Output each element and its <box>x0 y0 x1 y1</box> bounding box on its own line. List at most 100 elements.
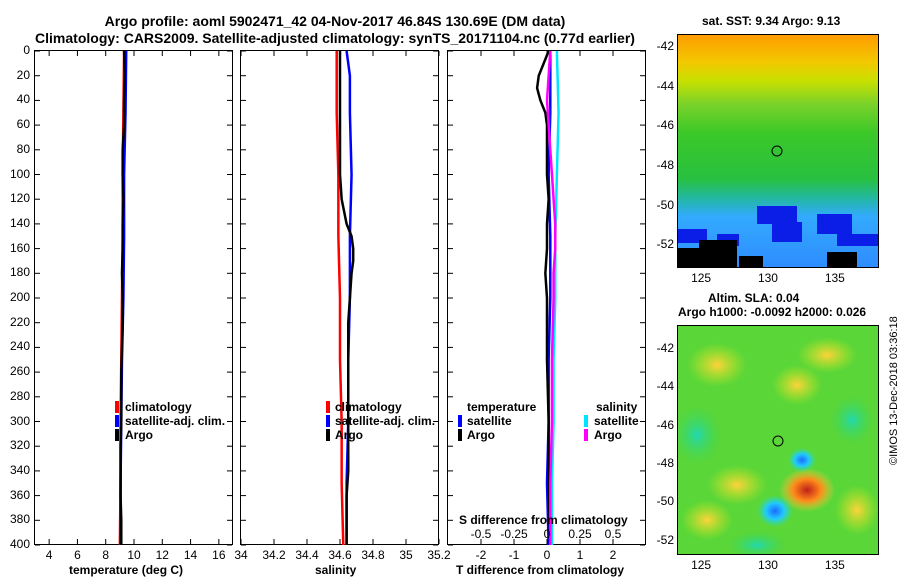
map-lat-label: -52 <box>656 237 674 252</box>
map-lat-label: -46 <box>656 417 674 432</box>
map-lat-label: -50 <box>656 494 674 509</box>
sla-argo-location <box>772 435 784 447</box>
x-tick-label: 35 <box>399 548 413 562</box>
temperature-axis-label: temperature (deg C) <box>69 563 184 577</box>
map-lat-label: -52 <box>656 532 674 547</box>
x-tick-label: 35.2 <box>427 548 451 562</box>
legend-swatch-s-argo <box>584 429 588 441</box>
series-line-argo <box>119 50 127 545</box>
x-tick-label: 12 <box>155 548 169 562</box>
s-tick-label: -0.25 <box>500 527 528 541</box>
salinity-profile-plot <box>240 50 440 546</box>
depth-tick-label: 100 <box>9 166 30 181</box>
x-tick-label: 10 <box>127 548 141 562</box>
legend-swatch-argo <box>326 429 330 441</box>
depth-tick-label: 300 <box>9 413 30 428</box>
depth-tick-label: 0 <box>23 43 30 57</box>
sla-map-title-2: Argo h1000: -0.0092 h2000: 0.026 <box>678 305 867 319</box>
map-lat-label: -50 <box>656 197 674 212</box>
depth-tick-label: 400 <box>9 537 30 551</box>
depth-tick-label: 200 <box>9 290 30 304</box>
depth-tick-label: 320 <box>9 438 30 453</box>
x-tick-label: 0 <box>543 548 551 562</box>
legend-climatology: climatology <box>335 400 402 414</box>
sst-argo-location <box>771 145 783 157</box>
legend-swatches-sal <box>326 401 330 441</box>
legend-satellite-adj: satellite-adj. clim. <box>125 414 226 428</box>
map-lat-label: -44 <box>656 78 674 93</box>
sst-cold-patches <box>677 206 879 246</box>
x-tick-label: 1 <box>576 548 584 562</box>
depth-tick-label: 360 <box>9 487 30 502</box>
depth-tick-label: 60 <box>16 117 30 132</box>
legend-salinity-title: salinity <box>596 400 638 414</box>
x-tick-label: 34 <box>234 548 248 562</box>
series-line-argo <box>338 51 355 545</box>
map-lat-label: -48 <box>656 456 674 470</box>
depth-tick-label: 20 <box>16 67 30 82</box>
map-lon-label: 125 <box>691 558 712 572</box>
map-lon-label: 135 <box>824 271 845 285</box>
x-tick-label: 34.4 <box>295 548 319 562</box>
sla-map <box>677 325 879 555</box>
depth-tick-label: 240 <box>9 339 30 354</box>
legend-swatch-climatology <box>326 401 330 413</box>
x-tick-label: 16 <box>212 548 226 562</box>
series-line-climatology <box>335 51 345 546</box>
legend-swatches-temp <box>115 401 119 441</box>
t-difference-axis-label: T difference from climatology <box>456 563 625 577</box>
title-line-1: Argo profile: aoml 5902471_42 04-Nov-201… <box>104 13 566 29</box>
depth-tick-label: 80 <box>16 141 30 156</box>
legend-t-argo: Argo <box>467 428 495 442</box>
legend-s-argo: Argo <box>594 428 622 442</box>
depth-tick-label: 120 <box>9 191 30 206</box>
x-tick-label: -2 <box>475 548 487 562</box>
depth-tick-label: 260 <box>9 364 30 379</box>
legend-s-satellite: satellite <box>594 414 639 428</box>
legend-satellite-adj: satellite-adj. clim. <box>335 414 436 428</box>
sst-map-title: sat. SST: 9.34 Argo: 9.13 <box>702 14 841 28</box>
depth-tick-label: 160 <box>9 240 30 255</box>
sst-land-patches <box>677 240 857 268</box>
sst-map <box>677 34 879 268</box>
legend-swatch-satellite <box>326 415 330 427</box>
map-lat-label: -44 <box>656 379 674 394</box>
map-lon-label: 135 <box>824 558 845 572</box>
legend-argo: Argo <box>125 428 153 442</box>
legend-temperature-title: temperature <box>467 400 537 414</box>
x-tick-label: 4 <box>45 548 53 562</box>
legend-t-satellite: satellite <box>467 414 512 428</box>
series-line-s-argo <box>545 50 557 545</box>
legend-swatch-t-argo <box>458 429 462 441</box>
map-lon-label: 125 <box>691 271 712 285</box>
map-lat-label: -48 <box>656 157 674 172</box>
salinity-axis-label: salinity <box>315 563 357 577</box>
map-lon-label: 130 <box>757 558 778 572</box>
map-lat-label: -42 <box>656 341 674 355</box>
s-tick-label: 0 <box>543 527 551 541</box>
series-line-t-argo <box>535 50 552 546</box>
temperature-profile-plot <box>34 50 233 546</box>
x-tick-label: 34.8 <box>361 548 385 562</box>
legend-swatch-argo <box>115 429 119 441</box>
x-tick-label: 2 <box>609 548 617 562</box>
depth-tick-label: 340 <box>9 462 30 477</box>
s-tick-label: 0.25 <box>568 527 592 541</box>
legend-swatches-t <box>458 415 462 441</box>
x-tick-label: 34.2 <box>262 548 286 562</box>
legend-swatch-s-satellite <box>584 415 588 427</box>
depth-tick-label: 40 <box>16 92 30 107</box>
map-lat-label: -42 <box>656 38 674 53</box>
legend-swatch-satellite <box>115 415 119 427</box>
s-tick-label: -0.5 <box>470 527 492 541</box>
title-line-2: Climatology: CARS2009. Satellite-adjuste… <box>35 30 635 46</box>
x-tick-label: 6 <box>74 548 81 562</box>
s-difference-axis-label: S difference from climatology <box>459 513 628 527</box>
depth-tick-label: 280 <box>9 388 30 403</box>
x-tick-label: -1 <box>508 548 520 562</box>
depth-tick-label: 220 <box>9 314 30 329</box>
difference-profile-plot <box>447 50 646 546</box>
legend-climatology: climatology <box>125 400 192 414</box>
legend-swatch-climatology <box>115 401 119 413</box>
series-line-s-satellite <box>550 50 560 545</box>
